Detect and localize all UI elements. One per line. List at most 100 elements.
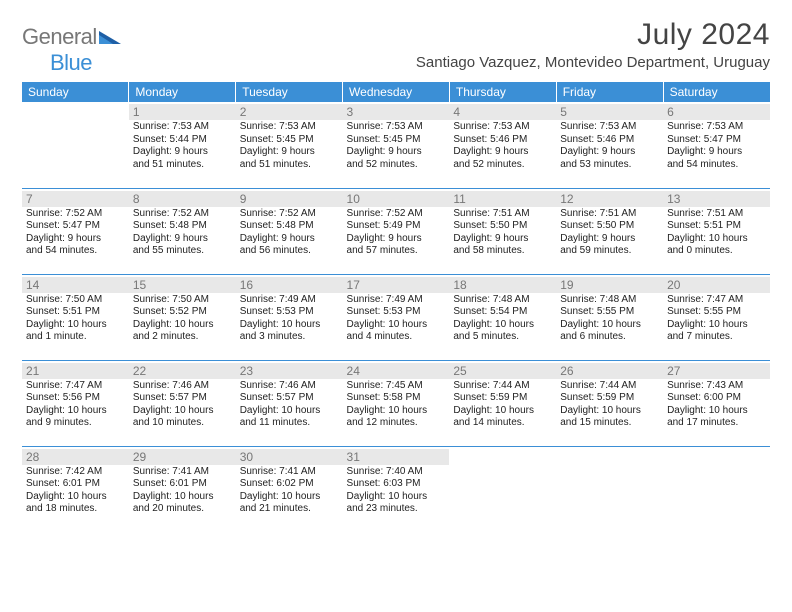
day-details: Sunrise: 7:48 AMSunset: 5:54 PMDaylight:…	[453, 294, 552, 344]
location-text: Santiago Vazquez, Montevideo Department,…	[416, 54, 770, 71]
calendar-day-cell	[663, 446, 770, 532]
day-details: Sunrise: 7:48 AMSunset: 5:55 PMDaylight:…	[560, 294, 659, 344]
day-details: Sunrise: 7:53 AMSunset: 5:45 PMDaylight:…	[240, 121, 339, 171]
calendar-day-cell: 24Sunrise: 7:45 AMSunset: 5:58 PMDayligh…	[343, 360, 450, 446]
calendar-day-cell	[449, 446, 556, 532]
day-number: 16	[236, 277, 343, 293]
day-details: Sunrise: 7:41 AMSunset: 6:01 PMDaylight:…	[133, 466, 232, 516]
calendar-day-cell: 22Sunrise: 7:46 AMSunset: 5:57 PMDayligh…	[129, 360, 236, 446]
weekday-header: Monday	[129, 82, 236, 102]
day-details: Sunrise: 7:53 AMSunset: 5:45 PMDaylight:…	[347, 121, 446, 171]
day-details: Sunrise: 7:49 AMSunset: 5:53 PMDaylight:…	[240, 294, 339, 344]
day-number: 28	[22, 449, 129, 465]
calendar-day-cell	[556, 446, 663, 532]
weekday-header: Thursday	[449, 82, 556, 102]
brand-text: General Blue	[22, 24, 121, 76]
calendar-day-cell: 30Sunrise: 7:41 AMSunset: 6:02 PMDayligh…	[236, 446, 343, 532]
day-details: Sunrise: 7:44 AMSunset: 5:59 PMDaylight:…	[453, 380, 552, 430]
calendar-day-cell: 31Sunrise: 7:40 AMSunset: 6:03 PMDayligh…	[343, 446, 450, 532]
day-details: Sunrise: 7:50 AMSunset: 5:52 PMDaylight:…	[133, 294, 232, 344]
day-number: 5	[556, 104, 663, 120]
calendar-week-row: 7Sunrise: 7:52 AMSunset: 5:47 PMDaylight…	[22, 188, 770, 274]
calendar-week-row: 1Sunrise: 7:53 AMSunset: 5:44 PMDaylight…	[22, 102, 770, 188]
calendar-week-row: 14Sunrise: 7:50 AMSunset: 5:51 PMDayligh…	[22, 274, 770, 360]
calendar-day-cell: 10Sunrise: 7:52 AMSunset: 5:49 PMDayligh…	[343, 188, 450, 274]
calendar-day-cell: 3Sunrise: 7:53 AMSunset: 5:45 PMDaylight…	[343, 102, 450, 188]
day-details: Sunrise: 7:53 AMSunset: 5:44 PMDaylight:…	[133, 121, 232, 171]
day-details: Sunrise: 7:52 AMSunset: 5:47 PMDaylight:…	[26, 208, 125, 258]
calendar-day-cell: 23Sunrise: 7:46 AMSunset: 5:57 PMDayligh…	[236, 360, 343, 446]
day-number: 18	[449, 277, 556, 293]
day-number: 23	[236, 363, 343, 379]
calendar-week-row: 28Sunrise: 7:42 AMSunset: 6:01 PMDayligh…	[22, 446, 770, 532]
day-details: Sunrise: 7:51 AMSunset: 5:51 PMDaylight:…	[667, 208, 766, 258]
day-details: Sunrise: 7:46 AMSunset: 5:57 PMDaylight:…	[133, 380, 232, 430]
calendar-day-cell	[22, 102, 129, 188]
day-number: 1	[129, 104, 236, 120]
calendar-day-cell: 7Sunrise: 7:52 AMSunset: 5:47 PMDaylight…	[22, 188, 129, 274]
calendar-day-cell: 9Sunrise: 7:52 AMSunset: 5:48 PMDaylight…	[236, 188, 343, 274]
calendar-day-cell: 29Sunrise: 7:41 AMSunset: 6:01 PMDayligh…	[129, 446, 236, 532]
calendar-table: Sunday Monday Tuesday Wednesday Thursday…	[22, 82, 770, 532]
calendar-day-cell: 14Sunrise: 7:50 AMSunset: 5:51 PMDayligh…	[22, 274, 129, 360]
brand-logo: General Blue	[22, 24, 121, 76]
day-details: Sunrise: 7:41 AMSunset: 6:02 PMDaylight:…	[240, 466, 339, 516]
day-number: 7	[22, 191, 129, 207]
day-details: Sunrise: 7:53 AMSunset: 5:47 PMDaylight:…	[667, 121, 766, 171]
calendar-day-cell: 6Sunrise: 7:53 AMSunset: 5:47 PMDaylight…	[663, 102, 770, 188]
calendar-day-cell: 18Sunrise: 7:48 AMSunset: 5:54 PMDayligh…	[449, 274, 556, 360]
day-details: Sunrise: 7:52 AMSunset: 5:49 PMDaylight:…	[347, 208, 446, 258]
day-number	[22, 104, 129, 120]
day-details: Sunrise: 7:46 AMSunset: 5:57 PMDaylight:…	[240, 380, 339, 430]
day-number: 10	[343, 191, 450, 207]
weekday-header: Sunday	[22, 82, 129, 102]
calendar-day-cell: 26Sunrise: 7:44 AMSunset: 5:59 PMDayligh…	[556, 360, 663, 446]
day-details: Sunrise: 7:53 AMSunset: 5:46 PMDaylight:…	[560, 121, 659, 171]
day-number: 3	[343, 104, 450, 120]
day-details: Sunrise: 7:47 AMSunset: 5:55 PMDaylight:…	[667, 294, 766, 344]
day-number: 14	[22, 277, 129, 293]
calendar-day-cell: 19Sunrise: 7:48 AMSunset: 5:55 PMDayligh…	[556, 274, 663, 360]
weekday-header: Friday	[556, 82, 663, 102]
day-number: 12	[556, 191, 663, 207]
day-number	[663, 449, 770, 465]
day-number: 29	[129, 449, 236, 465]
calendar-day-cell: 4Sunrise: 7:53 AMSunset: 5:46 PMDaylight…	[449, 102, 556, 188]
day-details: Sunrise: 7:51 AMSunset: 5:50 PMDaylight:…	[453, 208, 552, 258]
day-number: 31	[343, 449, 450, 465]
calendar-day-cell: 13Sunrise: 7:51 AMSunset: 5:51 PMDayligh…	[663, 188, 770, 274]
day-number	[556, 449, 663, 465]
calendar-day-cell: 11Sunrise: 7:51 AMSunset: 5:50 PMDayligh…	[449, 188, 556, 274]
day-number: 19	[556, 277, 663, 293]
calendar-day-cell: 21Sunrise: 7:47 AMSunset: 5:56 PMDayligh…	[22, 360, 129, 446]
weekday-header: Tuesday	[236, 82, 343, 102]
calendar-day-cell: 28Sunrise: 7:42 AMSunset: 6:01 PMDayligh…	[22, 446, 129, 532]
day-details: Sunrise: 7:53 AMSunset: 5:46 PMDaylight:…	[453, 121, 552, 171]
calendar-day-cell: 2Sunrise: 7:53 AMSunset: 5:45 PMDaylight…	[236, 102, 343, 188]
calendar-day-cell: 8Sunrise: 7:52 AMSunset: 5:48 PMDaylight…	[129, 188, 236, 274]
day-details: Sunrise: 7:52 AMSunset: 5:48 PMDaylight:…	[133, 208, 232, 258]
header: General Blue July 2024 Santiago Vazquez,…	[22, 18, 770, 76]
day-number: 6	[663, 104, 770, 120]
day-details: Sunrise: 7:42 AMSunset: 6:01 PMDaylight:…	[26, 466, 125, 516]
calendar-week-row: 21Sunrise: 7:47 AMSunset: 5:56 PMDayligh…	[22, 360, 770, 446]
calendar-day-cell: 12Sunrise: 7:51 AMSunset: 5:50 PMDayligh…	[556, 188, 663, 274]
day-details: Sunrise: 7:52 AMSunset: 5:48 PMDaylight:…	[240, 208, 339, 258]
day-number: 15	[129, 277, 236, 293]
weekday-header: Saturday	[663, 82, 770, 102]
calendar-day-cell: 17Sunrise: 7:49 AMSunset: 5:53 PMDayligh…	[343, 274, 450, 360]
day-number: 9	[236, 191, 343, 207]
calendar-body: 1Sunrise: 7:53 AMSunset: 5:44 PMDaylight…	[22, 102, 770, 532]
day-number: 26	[556, 363, 663, 379]
day-number: 4	[449, 104, 556, 120]
calendar-day-cell: 15Sunrise: 7:50 AMSunset: 5:52 PMDayligh…	[129, 274, 236, 360]
day-details: Sunrise: 7:44 AMSunset: 5:59 PMDaylight:…	[560, 380, 659, 430]
day-number: 13	[663, 191, 770, 207]
calendar-header-row: Sunday Monday Tuesday Wednesday Thursday…	[22, 82, 770, 102]
day-number: 21	[22, 363, 129, 379]
calendar-day-cell: 1Sunrise: 7:53 AMSunset: 5:44 PMDaylight…	[129, 102, 236, 188]
title-block: July 2024 Santiago Vazquez, Montevideo D…	[416, 18, 770, 71]
day-details: Sunrise: 7:47 AMSunset: 5:56 PMDaylight:…	[26, 380, 125, 430]
day-number: 24	[343, 363, 450, 379]
calendar-day-cell: 5Sunrise: 7:53 AMSunset: 5:46 PMDaylight…	[556, 102, 663, 188]
